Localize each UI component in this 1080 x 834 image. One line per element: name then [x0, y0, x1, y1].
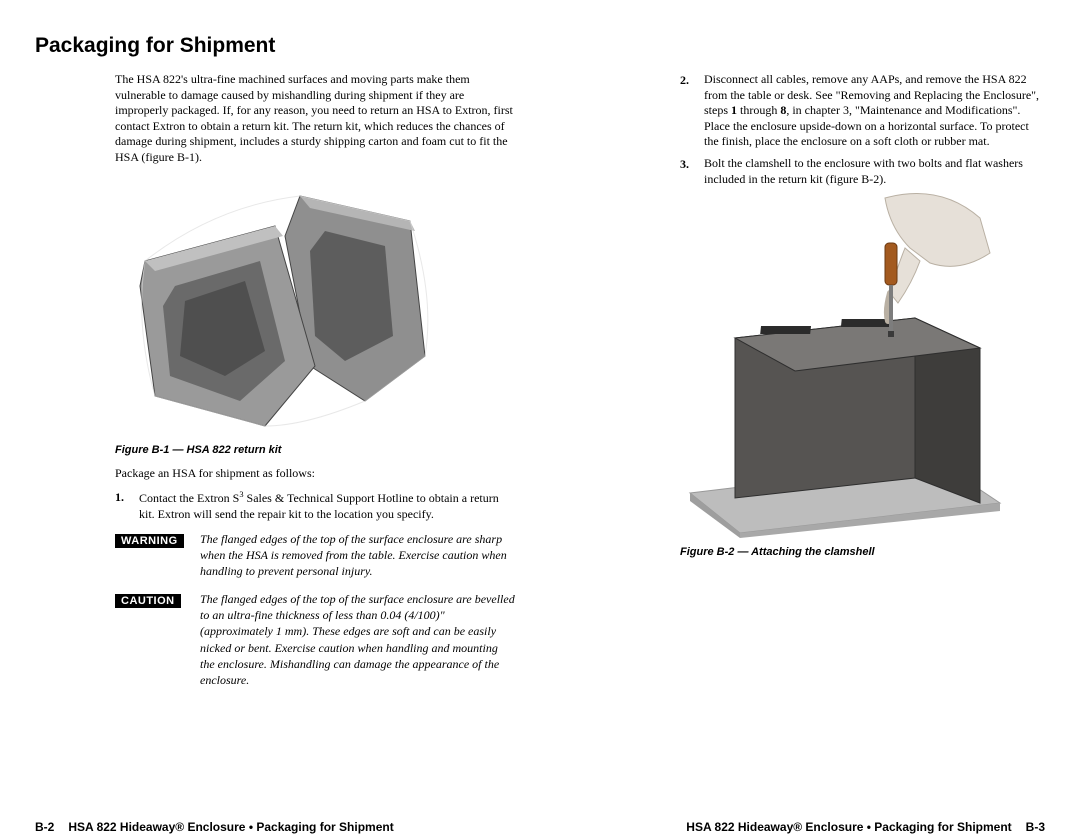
- footer-left: B-2 HSA 822 Hideaway® Enclosure • Packag…: [35, 820, 394, 834]
- page-title: Packaging for Shipment: [35, 34, 275, 58]
- package-instruction: Package an HSA for shipment as follows:: [115, 466, 515, 482]
- caution-note: CAUTION The flanged edges of the top of …: [115, 591, 515, 688]
- step-3-text: Bolt the clamshell to the enclosure with…: [704, 156, 1045, 187]
- step-3-number: 3.: [680, 156, 704, 187]
- left-page-number: B-2: [35, 820, 65, 834]
- caution-badge: CAUTION: [115, 594, 181, 608]
- step-1: 1. Contact the Extron S3 Sales & Technic…: [115, 489, 515, 522]
- caution-text: The flanged edges of the top of the surf…: [200, 591, 515, 688]
- step-2-number: 2.: [680, 72, 704, 150]
- figure-b2-caption: Figure B-2 — Attaching the clamshell: [680, 546, 1045, 558]
- step-2-text: Disconnect all cables, remove any AAPs, …: [704, 72, 1045, 150]
- footer-right: HSA 822 Hideaway® Enclosure • Packaging …: [686, 820, 1045, 834]
- figure-b1: [115, 176, 515, 436]
- figure-b2: [680, 193, 1045, 538]
- right-column: 2. Disconnect all cables, remove any AAP…: [680, 72, 1045, 568]
- footer-right-text: HSA 822 Hideaway® Enclosure • Packaging …: [686, 820, 1011, 834]
- warning-badge: WARNING: [115, 534, 184, 548]
- step-3: 3. Bolt the clamshell to the enclosure w…: [680, 156, 1045, 187]
- left-column: The HSA 822's ultra-fine machined surfac…: [115, 72, 515, 688]
- step-1-number: 1.: [115, 489, 139, 522]
- footer-left-text: HSA 822 Hideaway® Enclosure • Packaging …: [68, 820, 393, 834]
- intro-paragraph: The HSA 822's ultra-fine machined surfac…: [115, 72, 515, 166]
- step-2: 2. Disconnect all cables, remove any AAP…: [680, 72, 1045, 150]
- clamshell-illustration: [680, 193, 1010, 538]
- right-page-number: B-3: [1015, 820, 1045, 834]
- warning-note: WARNING The flanged edges of the top of …: [115, 531, 515, 580]
- warning-text: The flanged edges of the top of the surf…: [200, 531, 515, 580]
- return-kit-illustration: [115, 176, 455, 436]
- figure-b1-caption: Figure B-1 — HSA 822 return kit: [115, 444, 515, 456]
- step-1-text: Contact the Extron S3 Sales & Technical …: [139, 489, 515, 522]
